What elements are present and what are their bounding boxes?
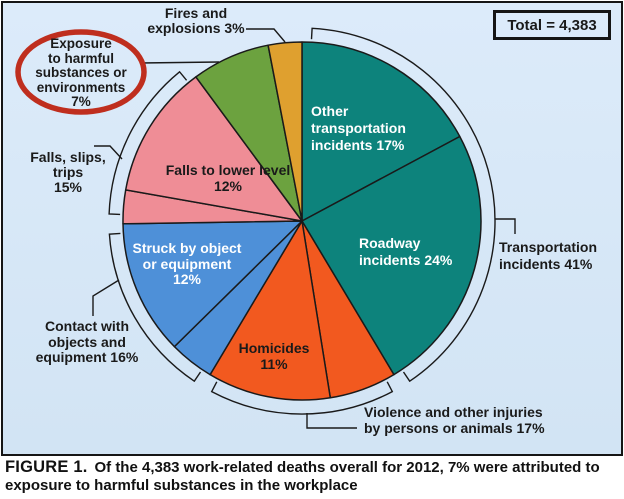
figure-caption-text: Of the 4,383 work-related deaths overall… <box>5 459 600 494</box>
homicides-label: Homicides 11% <box>238 340 310 372</box>
contact-with-objects-label: Contact with objects and equipment 16% <box>35 318 139 365</box>
violence-label: Violence and other injuries by persons o… <box>364 404 545 436</box>
other-transportation-label: Other transportation incidents 17% <box>311 103 406 153</box>
falls-slips-trips-label: Falls, slips, trips 15% <box>30 149 106 195</box>
total-box: Total = 4,383 <box>493 10 611 40</box>
transportation-incidents-label: Transportation incidents 41% <box>499 239 598 272</box>
figure-caption-number: FIGURE 1. <box>5 458 88 476</box>
struck-by-object-label: Struck by object or equipment 12% <box>132 240 242 287</box>
total-label: Total = 4,383 <box>507 16 597 34</box>
figure-caption: FIGURE 1. Of the 4,383 work-related death… <box>5 458 619 495</box>
roadway-incidents-label: Roadway incidents 24% <box>359 235 453 268</box>
exposure-label: Exposure to harmful substances or enviro… <box>35 36 127 109</box>
fires-explosions-label: Fires and explosions 3% <box>147 5 245 36</box>
falls-to-lower-level-label: Falls to lower level 12% <box>165 162 291 194</box>
